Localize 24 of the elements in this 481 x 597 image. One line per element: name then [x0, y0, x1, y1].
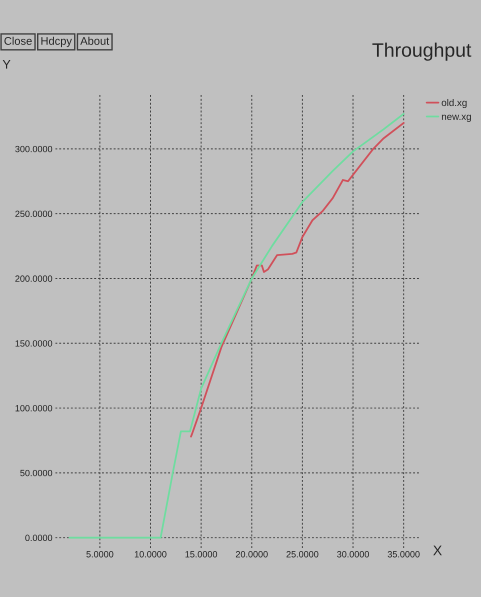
x-tick-label: 20.0000 — [236, 551, 268, 558]
y-tick-label: 200.0000 — [15, 275, 52, 282]
y-tick-label: 100.0000 — [16, 405, 52, 412]
y-tick-label: 300.0000 — [15, 146, 52, 152]
y-tick-label: 150.0000 — [16, 340, 52, 347]
x-tick-label: 25.0000 — [286, 551, 318, 558]
x-tick-label: 30.0000 — [337, 551, 369, 558]
x-tick-label: 5.0000 — [86, 551, 114, 558]
legend-label: new.xg — [442, 114, 471, 122]
y-tick-label: 50.0000 — [20, 470, 52, 476]
text: About — [80, 36, 110, 45]
y-axis-title: Y — [2, 60, 10, 69]
line-series — [68, 112, 405, 539]
x-axis-title: X — [433, 546, 442, 556]
legend-label: old.xg — [442, 98, 467, 108]
text: Hdcpy — [41, 36, 72, 48]
chart-title: Throughput — [372, 42, 472, 61]
x-tick-label: 35.0000 — [388, 551, 420, 558]
y-tick-label: 0.0000 — [25, 534, 52, 542]
x-tick-label: 10.0000 — [134, 551, 166, 558]
y-tick-label: 250.0000 — [15, 210, 52, 218]
x-tick-label: 15.0000 — [186, 551, 218, 558]
line-series — [190, 122, 405, 438]
text: Close — [4, 36, 32, 45]
